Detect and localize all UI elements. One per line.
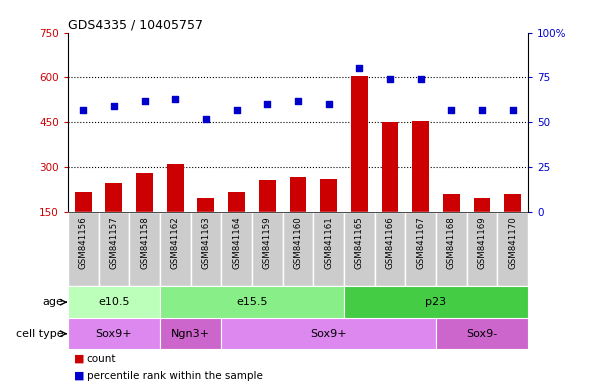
Point: [293, 98, 303, 104]
FancyBboxPatch shape: [344, 286, 528, 318]
Point: [109, 103, 119, 109]
FancyBboxPatch shape: [68, 212, 99, 286]
Text: GSM841158: GSM841158: [140, 216, 149, 269]
Text: GSM841169: GSM841169: [477, 216, 487, 269]
Text: GDS4335 / 10405757: GDS4335 / 10405757: [68, 18, 203, 31]
Bar: [167, 164, 183, 257]
FancyBboxPatch shape: [160, 212, 191, 286]
FancyBboxPatch shape: [467, 212, 497, 286]
Text: Sox9-: Sox9-: [467, 329, 497, 339]
Point: [232, 106, 241, 113]
Point: [263, 101, 272, 107]
FancyBboxPatch shape: [160, 286, 344, 318]
FancyBboxPatch shape: [313, 212, 344, 286]
Text: GSM841168: GSM841168: [447, 216, 456, 269]
Text: cell type: cell type: [15, 329, 63, 339]
FancyBboxPatch shape: [252, 212, 283, 286]
Point: [385, 76, 395, 82]
Text: GSM841164: GSM841164: [232, 216, 241, 269]
Bar: [320, 179, 337, 257]
Text: GSM841167: GSM841167: [416, 216, 425, 269]
Point: [355, 65, 364, 71]
FancyBboxPatch shape: [68, 318, 160, 349]
Text: GSM841161: GSM841161: [324, 216, 333, 269]
Bar: [106, 183, 122, 257]
Point: [447, 106, 456, 113]
Bar: [474, 198, 490, 257]
FancyBboxPatch shape: [191, 212, 221, 286]
Text: count: count: [87, 354, 116, 364]
FancyBboxPatch shape: [68, 286, 160, 318]
Text: p23: p23: [425, 297, 447, 307]
Text: GSM841165: GSM841165: [355, 216, 364, 269]
Text: GSM841166: GSM841166: [385, 216, 395, 269]
Point: [416, 76, 425, 82]
Text: GSM841157: GSM841157: [109, 216, 119, 269]
Bar: [259, 180, 276, 257]
Text: GSM841163: GSM841163: [201, 216, 211, 269]
Point: [171, 96, 180, 102]
Text: GSM841160: GSM841160: [293, 216, 303, 269]
Text: age: age: [42, 297, 63, 307]
FancyBboxPatch shape: [221, 212, 252, 286]
Bar: [198, 198, 214, 257]
Text: percentile rank within the sample: percentile rank within the sample: [87, 371, 263, 381]
FancyBboxPatch shape: [497, 212, 528, 286]
Point: [78, 106, 88, 113]
FancyBboxPatch shape: [99, 212, 129, 286]
Text: e10.5: e10.5: [98, 297, 130, 307]
Text: ■: ■: [74, 354, 84, 364]
Text: GSM841159: GSM841159: [263, 216, 272, 269]
Bar: [382, 122, 398, 257]
FancyBboxPatch shape: [129, 212, 160, 286]
Bar: [351, 76, 368, 257]
FancyBboxPatch shape: [221, 318, 436, 349]
Text: GSM841170: GSM841170: [508, 216, 517, 269]
Text: GSM841162: GSM841162: [171, 216, 180, 269]
FancyBboxPatch shape: [436, 318, 528, 349]
Bar: [443, 194, 460, 257]
Text: Ngn3+: Ngn3+: [171, 329, 210, 339]
Bar: [228, 192, 245, 257]
Text: Sox9+: Sox9+: [310, 329, 347, 339]
FancyBboxPatch shape: [160, 318, 221, 349]
FancyBboxPatch shape: [344, 212, 375, 286]
Point: [140, 98, 149, 104]
Bar: [290, 177, 306, 257]
Text: Sox9+: Sox9+: [96, 329, 132, 339]
Text: e15.5: e15.5: [236, 297, 268, 307]
Point: [324, 101, 333, 107]
FancyBboxPatch shape: [283, 212, 313, 286]
Point: [201, 116, 211, 122]
Bar: [75, 192, 91, 257]
FancyBboxPatch shape: [405, 212, 436, 286]
Text: ■: ■: [74, 371, 84, 381]
Bar: [412, 121, 429, 257]
Point: [508, 106, 517, 113]
Text: GSM841156: GSM841156: [78, 216, 88, 269]
FancyBboxPatch shape: [375, 212, 405, 286]
Bar: [504, 194, 521, 257]
Bar: [136, 173, 153, 257]
Point: [477, 106, 487, 113]
FancyBboxPatch shape: [436, 212, 467, 286]
